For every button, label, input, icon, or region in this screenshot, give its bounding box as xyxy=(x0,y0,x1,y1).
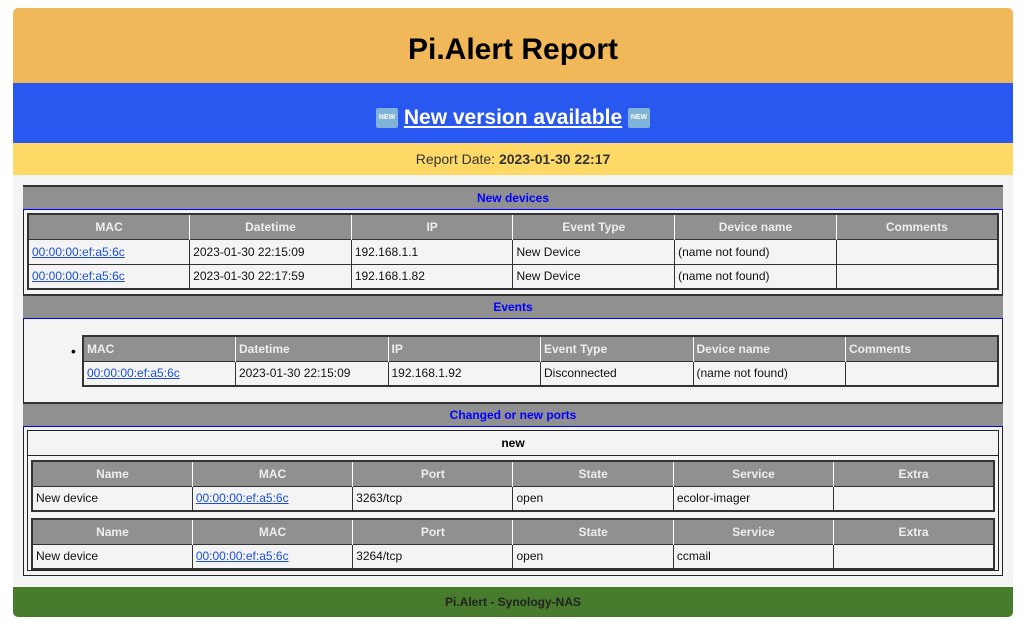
mac-cell: 00:00:00:ef:a5:6c xyxy=(27,263,191,290)
table-cell: New Device xyxy=(512,238,676,265)
mac-cell: 00:00:00:ef:a5:6c xyxy=(191,543,354,570)
table-cell: Disconnected xyxy=(540,360,694,387)
column-header: Extra xyxy=(833,519,994,544)
new-version-link[interactable]: New version available xyxy=(403,106,623,129)
mac-link[interactable]: 00:00:00:ef:a5:6c xyxy=(32,269,125,284)
table-cell: (name not found) xyxy=(692,360,846,387)
table-cell xyxy=(833,485,995,512)
column-header: Event Type xyxy=(512,214,675,239)
header-row: MAC Datetime IP Event Type Device name Commen… xyxy=(83,336,998,361)
mac-link[interactable]: 00:00:00:ef:a5:6c xyxy=(32,244,125,259)
table-row: 00:00:00:ef:a5:6c 2023-01-30 22:15:09 192.… xyxy=(27,238,999,265)
column-header: MAC xyxy=(83,336,236,361)
header-row: Name MAC Port State Service Extra xyxy=(32,519,994,544)
table-cell xyxy=(845,360,999,387)
column-header: Service xyxy=(672,519,834,544)
column-header: State xyxy=(512,461,674,486)
column-header: Port xyxy=(352,519,513,544)
column-header: State xyxy=(512,519,674,544)
ports-group-label: new xyxy=(28,431,998,456)
table-cell xyxy=(833,543,995,570)
table-cell: (name not found) xyxy=(674,263,837,290)
column-header: Service xyxy=(672,461,834,486)
column-header: Device name xyxy=(674,214,837,239)
version-banner: NEW New version available NEW xyxy=(13,83,1013,143)
table-cell xyxy=(835,238,999,265)
column-header: Extra xyxy=(833,461,994,486)
column-header: Datetime xyxy=(235,336,388,361)
table-cell: New device xyxy=(31,543,193,570)
table-row: New device 00:00:00:ef:a5:6c 3263/tcp open e… xyxy=(31,485,995,512)
column-header: MAC xyxy=(28,214,190,239)
column-header: Datetime xyxy=(189,214,352,239)
table-row: New device 00:00:00:ef:a5:6c 3264/tcp open c… xyxy=(31,543,995,570)
table-cell: 2023-01-30 22:15:09 xyxy=(235,360,389,387)
header-row: MAC Datetime IP Event Type Device name Commen… xyxy=(28,214,998,239)
ports-table: Name MAC Port State Service Extra New device 00… xyxy=(31,460,995,512)
table-cell: open xyxy=(512,485,674,512)
report-date: 2023-01-30 22:17 xyxy=(498,151,611,167)
table-cell: New Device xyxy=(512,263,676,290)
table-cell: 2023-01-30 22:15:09 xyxy=(189,238,352,265)
table-cell: ccmail xyxy=(672,543,835,570)
column-header: Comments xyxy=(835,214,998,239)
column-header: Event Type xyxy=(540,336,693,361)
events-header: Events xyxy=(23,294,1003,319)
new-icon: NEW xyxy=(627,108,650,129)
table-cell: 2023-01-30 22:17:59 xyxy=(189,263,352,290)
bullet-icon: • xyxy=(71,343,76,359)
mac-cell: 00:00:00:ef:a5:6c xyxy=(82,360,236,387)
header-row: Name MAC Port State Service Extra xyxy=(32,461,994,486)
table-cell: ecolor-imager xyxy=(672,485,835,512)
table-cell: open xyxy=(512,543,674,570)
column-header: Name xyxy=(32,461,193,486)
ports-header: Changed or new ports xyxy=(23,402,1003,427)
new-devices-header: New devices xyxy=(23,185,1003,210)
mac-link[interactable]: 00:00:00:ef:a5:6c xyxy=(195,491,289,506)
footer: Pi.Alert - Synology-NAS xyxy=(13,587,1013,617)
table-cell: 3263/tcp xyxy=(352,485,514,512)
table-cell: New device xyxy=(31,485,193,512)
ports-table: Name MAC Port State Service Extra New device 00… xyxy=(31,518,995,570)
ports-group-box xyxy=(27,430,999,571)
mac-cell: 00:00:00:ef:a5:6c xyxy=(27,238,191,265)
column-header: IP xyxy=(387,336,541,361)
table-cell xyxy=(835,263,999,290)
mac-link[interactable]: 00:00:00:ef:a5:6c xyxy=(195,549,289,564)
table-cell: 192.168.1.1 xyxy=(350,238,514,265)
report-date-bar: Report Date: 2023-01-30 22:17 xyxy=(13,143,1013,175)
new-icon: NEW xyxy=(376,108,399,129)
new-devices-table: MAC Datetime IP Event Type Device name Commen… xyxy=(27,213,999,290)
column-header: MAC xyxy=(191,519,353,544)
column-header: Port xyxy=(352,461,513,486)
column-header: Name xyxy=(32,519,193,544)
column-header: Device name xyxy=(692,336,846,361)
mac-cell: 00:00:00:ef:a5:6c xyxy=(191,485,354,512)
mac-link[interactable]: 00:00:00:ef:a5:6c xyxy=(87,366,180,381)
table-cell: 192.168.1.92 xyxy=(387,360,541,387)
column-header: Comments xyxy=(845,336,998,361)
table-row: 00:00:00:ef:a5:6c 2023-01-30 22:15:09 192.… xyxy=(82,360,999,387)
table-row: 00:00:00:ef:a5:6c 2023-01-30 22:17:59 192.… xyxy=(27,263,999,290)
events-table: MAC Datetime IP Event Type Device name Commen… xyxy=(82,335,999,387)
report-title: Pi.Alert Report xyxy=(13,8,1013,83)
table-cell: 192.168.1.82 xyxy=(350,263,514,290)
table-cell: 3264/tcp xyxy=(352,543,514,570)
column-header: IP xyxy=(350,214,513,239)
column-header: MAC xyxy=(191,461,353,486)
report-date-label: Report Date: xyxy=(415,151,496,167)
table-cell: (name not found) xyxy=(674,238,837,265)
